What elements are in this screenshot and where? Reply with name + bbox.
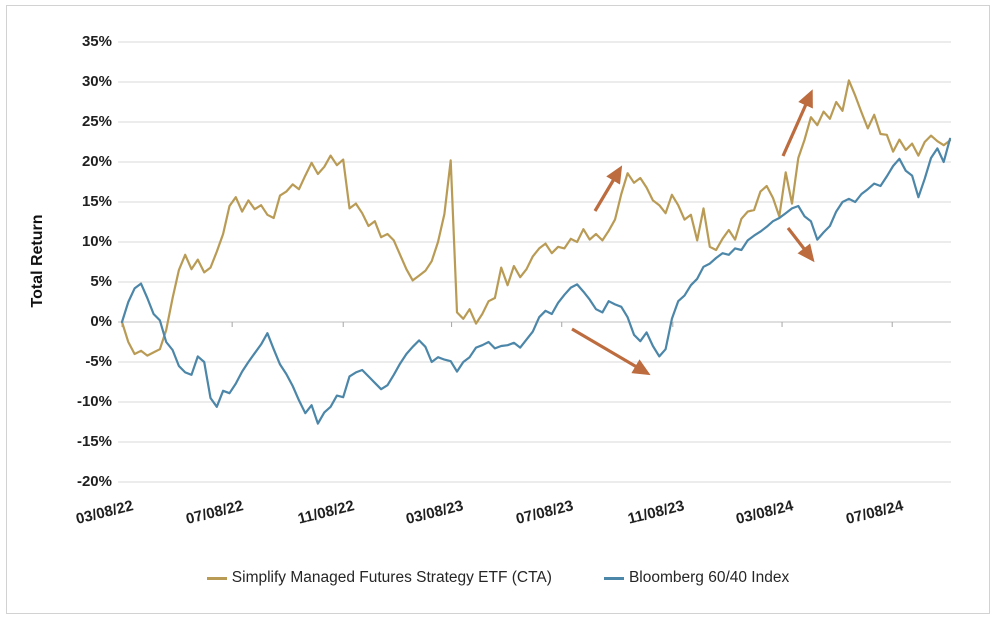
- gridlines: [118, 41, 951, 483]
- y-tick-label: -15%: [76, 433, 112, 450]
- up-trend-arrow: [593, 165, 623, 212]
- y-tick-label: -20%: [76, 473, 112, 490]
- y-tick-label: 35%: [81, 33, 112, 50]
- y-axis-title: Total Return: [29, 214, 46, 308]
- y-tick-label: -10%: [76, 393, 112, 410]
- y-tick-label: 25%: [81, 113, 112, 130]
- y-tick-label: -5%: [85, 353, 112, 370]
- y-tick-label: 0%: [90, 313, 112, 330]
- trend-arrow-annotations: [571, 89, 815, 376]
- legend: Simplify Managed Futures Strategy ETF (C…: [0, 563, 996, 593]
- y-tick-label: 5%: [90, 273, 112, 290]
- legend-item-benchmark: Bloomberg 60/40 Index: [603, 569, 790, 587]
- down-trend-arrow: [786, 227, 815, 263]
- legend-item-cta: Simplify Managed Futures Strategy ETF (C…: [206, 569, 552, 587]
- y-tick-label: 10%: [81, 233, 112, 250]
- y-tick-label: 20%: [81, 153, 112, 170]
- benchmark-series-line: [120, 137, 952, 425]
- cta-legend-label: Simplify Managed Futures Strategy ETF (C…: [231, 569, 552, 586]
- down-trend-arrow: [571, 327, 651, 376]
- x-axis-tick-marks: [121, 322, 893, 327]
- cta-series-line: [120, 79, 952, 357]
- up-trend-arrow: [781, 89, 813, 157]
- y-tick-label: 15%: [81, 193, 112, 210]
- benchmark-legend-label: Bloomberg 60/40 Index: [628, 569, 790, 586]
- y-tick-label: 30%: [81, 73, 112, 90]
- cta-legend-swatch: [206, 576, 227, 580]
- benchmark-legend-swatch: [603, 576, 624, 580]
